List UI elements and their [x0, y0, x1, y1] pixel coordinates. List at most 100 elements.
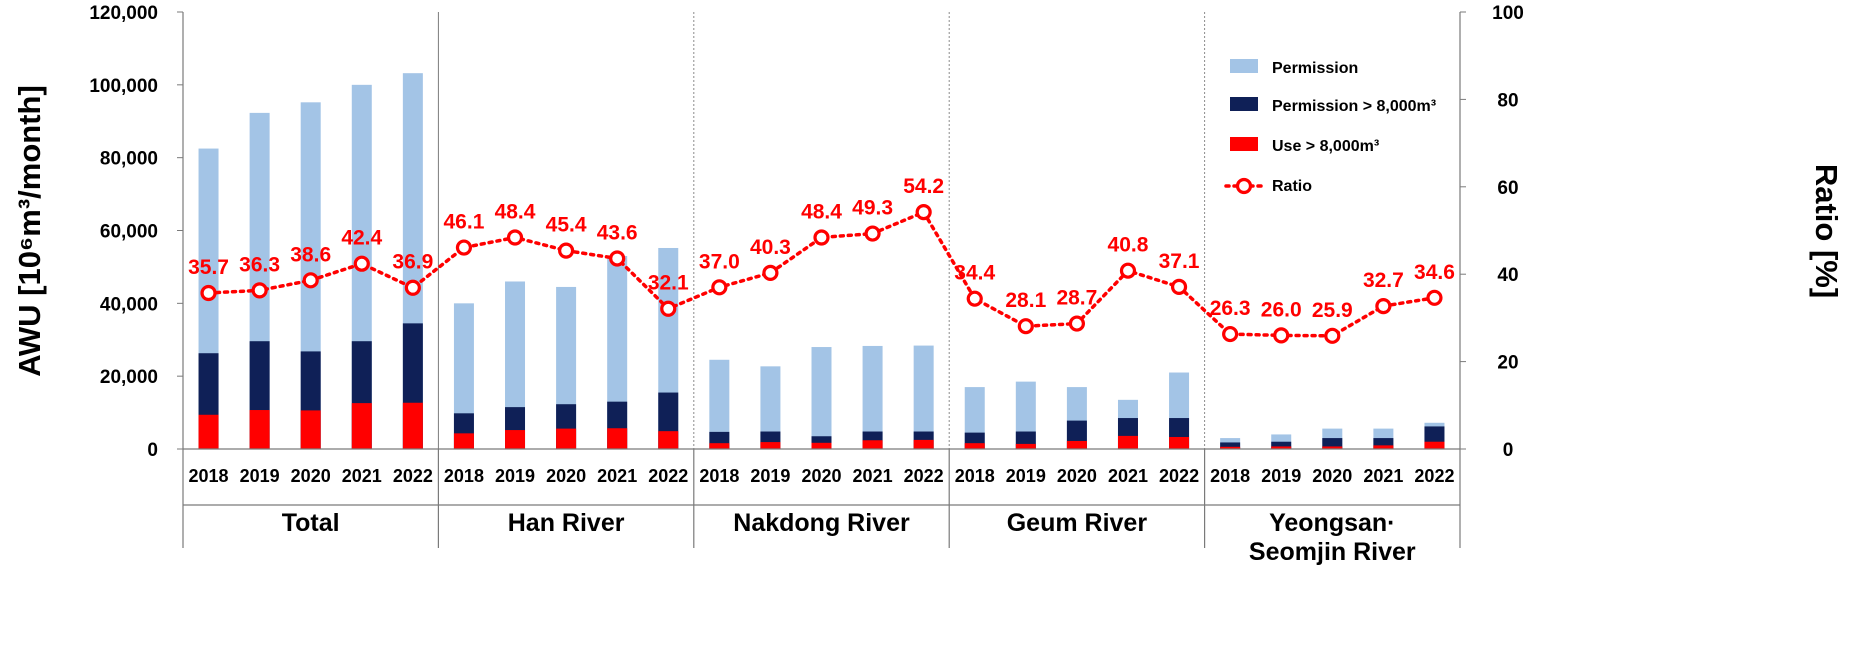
bar-use-8000 [351, 403, 372, 449]
group-label: Han River [508, 509, 625, 537]
ratio-label: 48.4 [801, 200, 842, 223]
data-labels: 35.7 36.3 38.6 42.4 36.9 46.1 48.4 45.4 43.6 32.1… [188, 175, 1455, 322]
bar-permission [811, 347, 832, 449]
bar-permission-8000 [1373, 438, 1394, 449]
bar-permission-8000 [1220, 442, 1241, 449]
x-tick-label: 2021 [1363, 466, 1403, 486]
bar-use-8000 [760, 442, 781, 449]
legend: Permission Permission > 8,000m³ Use > 8,00… [1224, 59, 1436, 195]
y-tick-label: 120,000 [89, 3, 158, 24]
bar-use-8000 [1066, 440, 1087, 449]
legend-label: Ratio [1272, 178, 1312, 195]
legend-label: Use > 8,000m³ [1272, 138, 1379, 155]
group-label: Geum River [1007, 509, 1148, 537]
x-tick-label: 2021 [853, 466, 893, 486]
ratio-label: 36.9 [392, 251, 433, 274]
x-tick-label: 2018 [699, 466, 739, 486]
y-tick-label: 80,000 [100, 149, 158, 170]
ratio-label: 25.9 [1312, 299, 1353, 322]
x-tick-label: 2020 [291, 466, 331, 486]
ratio-series [200, 204, 1443, 344]
bar-permission [709, 359, 730, 449]
bar-use-8000 [505, 430, 526, 449]
x-tick-label: 2020 [801, 466, 841, 486]
ratio-marker [609, 250, 626, 267]
ratio-marker [762, 264, 779, 281]
ratio-marker [353, 255, 370, 272]
ratio-marker [1222, 325, 1239, 343]
y2-tick-label: 60 [1497, 178, 1518, 199]
ratio-label: 26.0 [1261, 298, 1302, 321]
ratio-label: 35.7 [188, 256, 229, 279]
y2-tick-label: 20 [1497, 353, 1518, 374]
bars [198, 73, 1445, 450]
ratio-marker [864, 225, 881, 242]
bar-use-8000 [913, 439, 934, 449]
x-tick-label: 2020 [1312, 466, 1352, 486]
ratio-marker [251, 282, 268, 299]
ratio-label: 49.3 [852, 197, 893, 220]
y2-tick-label: 100 [1492, 3, 1524, 24]
y-tick-label: 20,000 [100, 367, 158, 388]
bar-use-8000 [249, 410, 270, 449]
ratio-marker [455, 239, 473, 256]
bar-use-8000 [658, 431, 679, 449]
legend-swatch [1230, 97, 1258, 111]
x-tick-label: 2019 [240, 466, 280, 486]
ratio-marker [966, 290, 983, 307]
legend-label: Permission [1272, 60, 1358, 77]
x-tick-label: 2018 [189, 466, 229, 486]
legend-swatch [1230, 59, 1258, 73]
x-tick-label: 2020 [546, 466, 586, 486]
ratio-marker [1273, 327, 1290, 344]
ratio-label: 45.4 [546, 214, 587, 237]
x-tick-label: 2018 [955, 466, 995, 486]
y-axis-title: AWU [10⁶m³/month] [12, 85, 47, 377]
bar-use-8000 [811, 442, 832, 449]
x-tick-label: 2020 [1057, 466, 1097, 486]
ratio-marker [557, 242, 575, 259]
ratio-label: 42.4 [341, 227, 382, 250]
ratio-marker [1119, 262, 1137, 279]
bar-use-8000 [1015, 443, 1036, 449]
bar-use-8000 [1322, 446, 1343, 449]
x-tick-label: 2019 [495, 466, 535, 486]
ratio-marker [302, 272, 319, 289]
x-tick-label: 2019 [1261, 466, 1301, 486]
ratio-marker [660, 300, 677, 317]
x-tick-label: 2022 [1159, 466, 1199, 486]
bar-use-8000 [556, 428, 577, 449]
bar-permission-8000 [1271, 441, 1292, 449]
group-label: Nakdong River [733, 509, 910, 537]
x-tick-label: 2018 [444, 466, 484, 486]
bar-use-8000 [862, 440, 883, 449]
y-tick-label: 100,000 [89, 76, 158, 97]
bar-use-8000 [1373, 445, 1394, 449]
x-tick-label: 2018 [1210, 466, 1250, 486]
bar-use-8000 [709, 443, 730, 449]
ratio-marker [1017, 318, 1034, 335]
ratio-label: 32.7 [1363, 269, 1404, 292]
x-axis: 2018 2019 2020 2021 2022 Total 2018 2019 2020 202… [182, 448, 1461, 566]
y2-tick-label: 80 [1497, 90, 1518, 111]
ratio-label: 38.6 [290, 243, 331, 266]
ratio-label: 28.1 [1005, 289, 1046, 312]
bar-use-8000 [1271, 446, 1292, 449]
bar-use-8000 [964, 443, 985, 449]
ratio-label: 26.3 [1210, 297, 1251, 320]
legend-label: Permission > 8,000m³ [1272, 98, 1436, 115]
bar-permission [760, 366, 781, 449]
group-label: Yeongsan· [1269, 509, 1395, 537]
ratio-label: 34.6 [1414, 261, 1455, 284]
bar-use-8000 [198, 414, 219, 449]
group-label: Total [282, 509, 340, 537]
ratio-label: 46.1 [444, 211, 485, 234]
ratio-label: 54.2 [903, 175, 944, 198]
ratio-marker [1426, 289, 1443, 306]
ratio-label: 32.1 [648, 272, 689, 295]
legend-marker [1235, 177, 1253, 195]
ratio-label: 40.8 [1108, 234, 1149, 257]
bar-use-8000 [300, 410, 321, 449]
ratio-marker [1324, 327, 1341, 344]
ratio-label: 34.4 [954, 262, 995, 285]
